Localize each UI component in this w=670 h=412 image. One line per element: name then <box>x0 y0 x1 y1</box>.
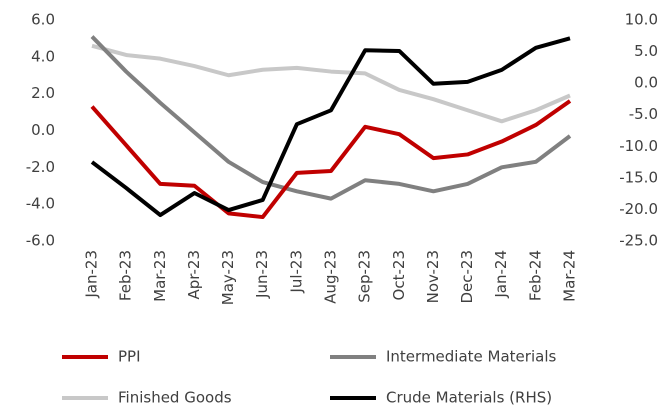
x-tick-label: Nov-23 <box>424 250 442 303</box>
x-tick-label: May-23 <box>219 250 237 305</box>
x-tick-label: Feb-23 <box>117 250 135 301</box>
y-tick-label: -4.0 <box>26 195 55 213</box>
x-tick-label: Oct-23 <box>390 250 408 300</box>
y2-tick-label: -15.0 <box>619 168 658 186</box>
y-tick-label: 6.0 <box>31 11 55 29</box>
y2-tick-label: 5.0 <box>634 42 658 60</box>
legend-label: Crude Materials (RHS) <box>386 389 552 407</box>
series-line <box>90 99 572 220</box>
y-tick-label: 0.0 <box>31 121 55 139</box>
y2-tick-label: -25.0 <box>619 232 658 250</box>
legend-label: Intermediate Materials <box>386 348 556 366</box>
x-tick-label: Jun-23 <box>253 250 271 299</box>
series-line <box>90 36 571 218</box>
y-tick-label: 2.0 <box>31 84 55 102</box>
y-tick-label: 4.0 <box>31 47 55 65</box>
y2-tick-label: 10.0 <box>625 11 658 29</box>
legend-label: Finished Goods <box>118 389 232 407</box>
x-tick-label: Feb-24 <box>526 250 544 301</box>
y-tick-label: -2.0 <box>26 158 55 176</box>
y-tick-label: -6.0 <box>26 232 55 250</box>
legend-label: PPI <box>118 348 141 366</box>
x-tick-label: Apr-23 <box>185 250 203 300</box>
x-tick-label: Jul-23 <box>287 250 305 294</box>
x-tick-label: Jan-24 <box>492 250 510 299</box>
x-tick-label: Aug-23 <box>322 250 340 304</box>
y2-tick-label: -20.0 <box>619 200 658 218</box>
y2-tick-label: -5.0 <box>629 105 658 123</box>
y2-tick-label: 0.0 <box>634 74 658 92</box>
series-line <box>90 35 572 201</box>
y2-tick-label: -10.0 <box>619 137 658 155</box>
x-tick-label: Mar-23 <box>151 250 169 302</box>
x-tick-label: Jan-23 <box>83 250 101 299</box>
x-tick-label: Sep-23 <box>356 250 374 303</box>
series-line <box>91 43 571 124</box>
x-tick-label: Mar-24 <box>561 250 579 302</box>
x-tick-label: Dec-23 <box>458 250 476 304</box>
